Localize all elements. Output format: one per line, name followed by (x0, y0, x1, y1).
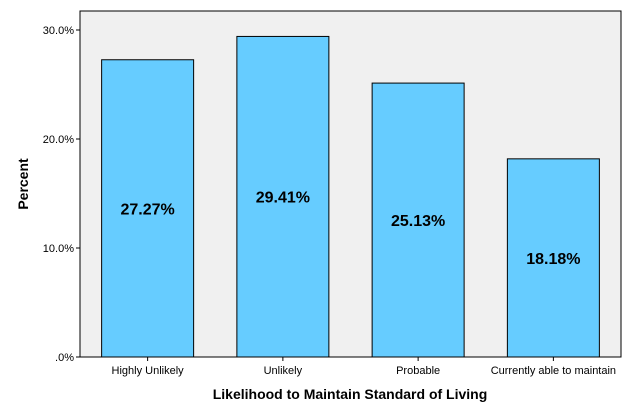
data-labels: 27.27% 29.41% 25.13% 18.18% (120, 190, 580, 268)
bar-data-label: 27.27% (120, 201, 174, 218)
x-tick-label: Currently able to maintain (491, 365, 616, 377)
bar (101, 59, 195, 358)
x-axis-ticks: Highly Unlikely Unlikely Probable Currently… (112, 357, 616, 377)
y-tick-label: 20.0% (43, 134, 74, 146)
x-tick-label: Probable (396, 365, 440, 377)
bar-data-label: 25.13% (391, 213, 445, 230)
x-tick-label: Unlikely (264, 365, 303, 377)
bar-data-label: 18.18% (526, 251, 580, 268)
bar (371, 82, 465, 358)
x-axis-title: Likelihood to Maintain Standard of Livin… (213, 386, 488, 402)
bar-data-label: 29.41% (256, 190, 310, 207)
y-tick-label: .0% (55, 352, 74, 364)
x-tick-label: Highly Unlikely (112, 365, 185, 377)
bars (101, 35, 600, 358)
bar (236, 35, 330, 358)
y-tick-label: 30.0% (43, 25, 74, 37)
bar (506, 158, 600, 358)
y-axis-ticks: .0% 10.0% 20.0% 30.0% (43, 25, 80, 364)
y-tick-label: 10.0% (43, 243, 74, 255)
y-axis-title: Percent (15, 158, 31, 210)
